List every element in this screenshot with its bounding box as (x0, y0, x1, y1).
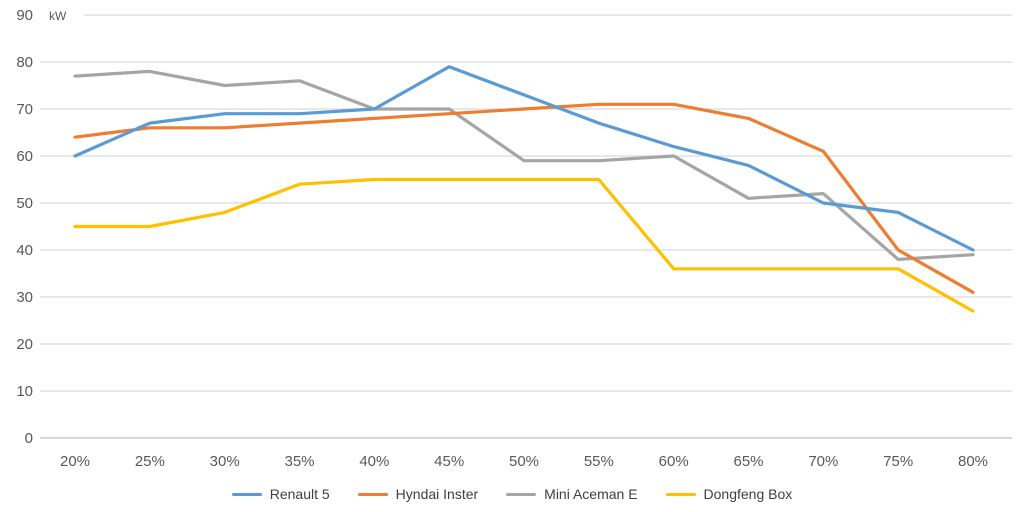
y-tick-label-40: 40 (16, 242, 33, 259)
y-tick-label-10: 10 (16, 383, 33, 400)
series-line-hyndai-inster (73, 102, 975, 294)
y-tick-label-30: 30 (16, 289, 33, 306)
y-tick-label-0: 0 (25, 430, 33, 447)
x-tick-label-20-: 20% (60, 453, 90, 470)
legend-label-dongfeng-box: Dongfeng Box (703, 486, 793, 502)
y-tick-label-70: 70 (16, 101, 33, 118)
chart-legend: Renault 5 Hyndai Inster Mini Aceman E Dongf… (0, 483, 1024, 505)
x-tick-label-80-: 80% (958, 453, 988, 470)
legend-item-mini-aceman-e[interactable]: Mini Aceman E (506, 486, 638, 502)
y-tick-label-50: 50 (16, 195, 33, 212)
x-tick-label-40-: 40% (359, 453, 389, 470)
x-tick-label-70-: 70% (808, 453, 838, 470)
legend-line-swatch-hyndai-inster (357, 492, 388, 496)
legend-line-swatch-dongfeng-box (665, 492, 696, 496)
x-tick-label-75-: 75% (883, 453, 913, 470)
x-tick-label-35-: 35% (284, 453, 314, 470)
x-tick-label-30-: 30% (210, 453, 240, 470)
series-line-mini-aceman-e (73, 69, 975, 261)
y-axis-unit-label: kW (49, 9, 67, 23)
y-tick-label-80: 80 (16, 54, 33, 71)
legend-line-swatch-mini-aceman-e (506, 492, 537, 496)
legend-label-renault-5: Renault 5 (269, 486, 330, 502)
legend-item-dongfeng-box[interactable]: Dongfeng Box (665, 486, 793, 502)
legend-label-hyndai-inster: Hyndai Inster (395, 486, 479, 502)
legend-item-renault-5[interactable]: Renault 5 (231, 486, 330, 502)
x-tick-label-65-: 65% (733, 453, 763, 470)
legend-label-mini-aceman-e: Mini Aceman E (544, 486, 638, 502)
series-line-dongfeng-box (73, 177, 975, 313)
x-tick-label-45-: 45% (434, 453, 464, 470)
x-tick-label-55-: 55% (584, 453, 614, 470)
x-tick-label-25-: 25% (135, 453, 165, 470)
y-tick-label-20: 20 (16, 336, 33, 353)
x-tick-label-60-: 60% (659, 453, 689, 470)
series-line-renault-5 (73, 65, 975, 252)
chart-svg: 0 10 20 30 40 50 60 70 80 90 kW 20% 25% 30% 35% 40% 45% 5… (16, 7, 1012, 470)
y-tick-label-90: 90 (16, 7, 33, 24)
legend-line-swatch-renault-5 (231, 492, 262, 496)
x-tick-label-50-: 50% (509, 453, 539, 470)
legend-item-hyndai-inster[interactable]: Hyndai Inster (357, 486, 479, 502)
y-tick-label-60: 60 (16, 148, 33, 165)
